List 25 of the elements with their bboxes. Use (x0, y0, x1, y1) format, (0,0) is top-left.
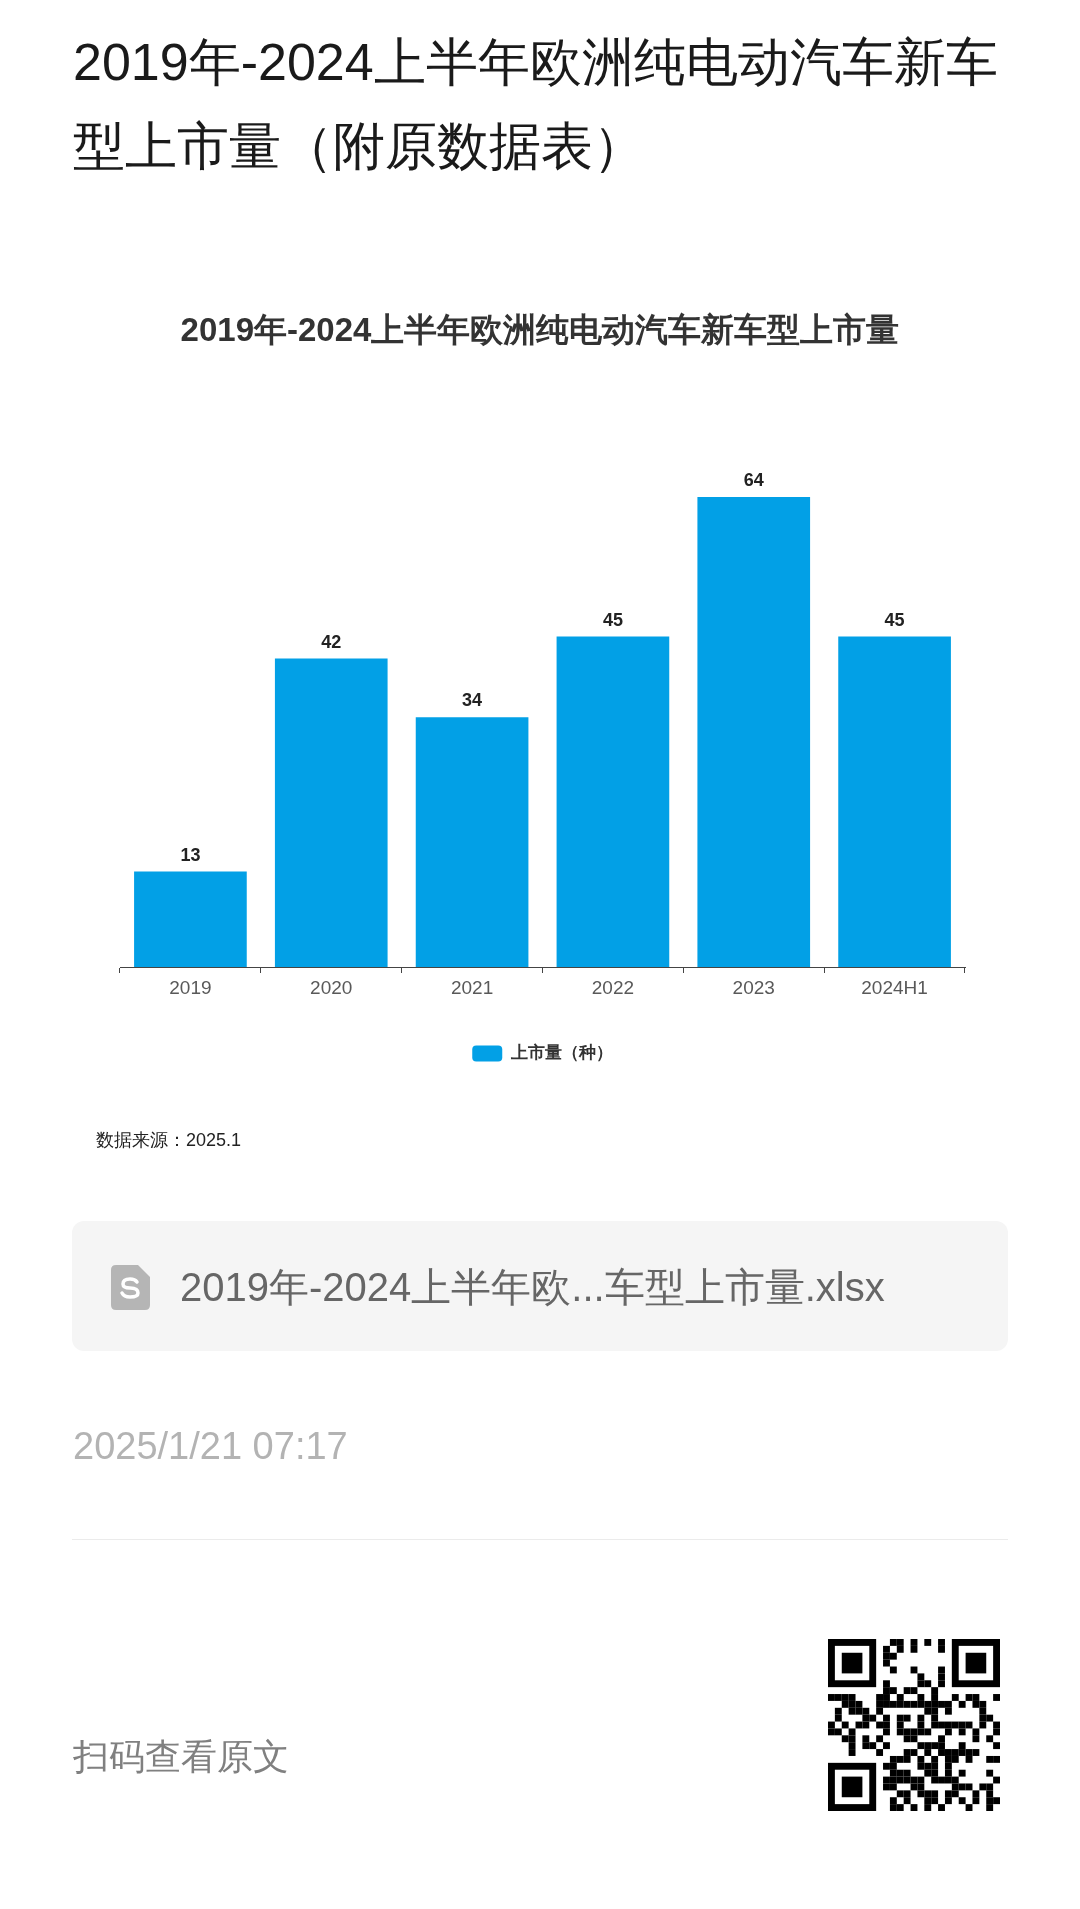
x-tick-label: 2023 (732, 976, 775, 998)
data-label: 13 (180, 844, 201, 865)
data-label: 64 (743, 470, 764, 491)
source-note: 数据来源：2025.1 (96, 1129, 242, 1152)
x-tick-label: 2024H1 (861, 976, 928, 998)
bar (274, 658, 388, 967)
bar (838, 636, 951, 967)
data-label: 45 (884, 609, 905, 630)
chart-title: 2019年-2024上半年欧洲纯电动汽车新车型上市量（附原数据表） (73, 32, 999, 177)
data-label: 42 (321, 631, 342, 652)
x-tick-label: 2019 (169, 976, 212, 998)
bar (697, 497, 811, 967)
text: 扫码查看原文 (73, 1735, 289, 1779)
text: 2019年-2024上半年欧...车型上市量.xlsx (180, 1264, 885, 1311)
bar (415, 717, 529, 967)
x-tick-label: 2021 (450, 976, 494, 998)
data-label: 45 (602, 609, 623, 630)
text: 2025/1/21 07:17 (73, 1424, 348, 1469)
bar (556, 636, 670, 967)
x-tick-label: 2022 (591, 976, 635, 998)
legend-label: 上市量（种） (509, 1043, 613, 1063)
chart-subtitle: 2019年-2024上半年欧洲纯电动汽车新车型上市量 (179, 310, 901, 350)
data-label: 34 (462, 690, 483, 711)
bar (134, 871, 247, 967)
x-tick-label: 2020 (310, 976, 353, 998)
